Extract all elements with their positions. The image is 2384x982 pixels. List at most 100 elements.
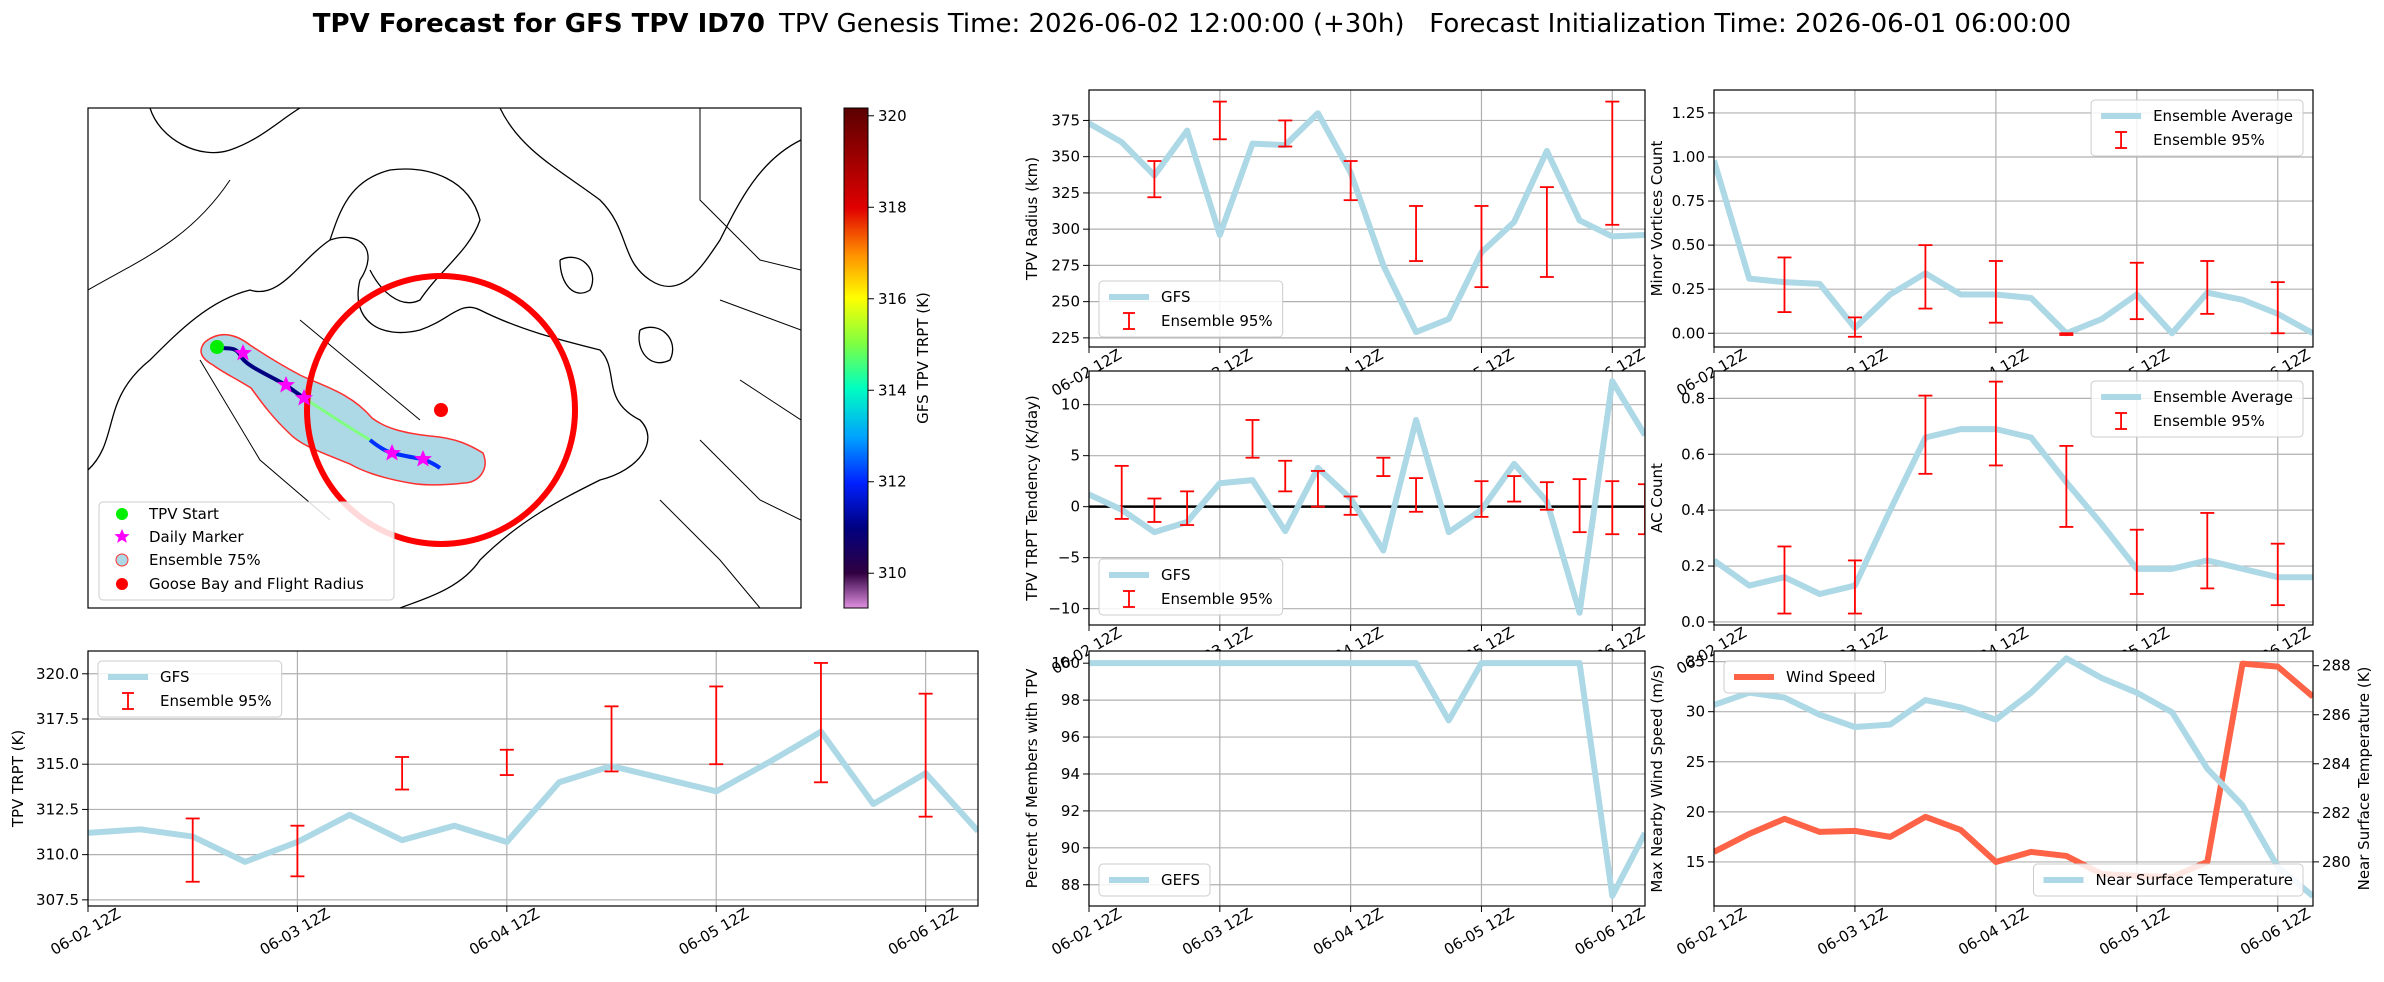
error-bar xyxy=(1605,480,1620,536)
colorbar-label: GFS TPV TRPT (K) xyxy=(914,292,932,424)
y-tick-label: 5 xyxy=(1070,447,1080,465)
y-tick-label: 25 xyxy=(1686,753,1705,771)
coast xyxy=(329,168,481,304)
legend-label: Ensemble 95% xyxy=(1161,312,1273,330)
error-bar xyxy=(2200,260,2215,315)
daily-marker xyxy=(295,389,313,406)
series-line xyxy=(1714,426,2313,597)
legend: Ensemble Average Ensemble 95% xyxy=(2090,380,2304,438)
legend-label: GFS xyxy=(1161,566,1191,584)
series-line xyxy=(88,728,978,865)
error-bar xyxy=(1539,481,1554,511)
error-bar xyxy=(1507,475,1522,503)
error-bar xyxy=(1409,477,1424,513)
colorbar-tick-label: 314 xyxy=(878,381,907,399)
y-tick-label: 307.5 xyxy=(36,891,79,909)
island xyxy=(638,326,674,364)
track xyxy=(303,396,371,442)
error-bar xyxy=(1376,456,1391,477)
error-bar xyxy=(1114,464,1129,520)
legend-label: GFS xyxy=(160,668,190,686)
x-tick-label: 06-02 12Z xyxy=(47,904,123,958)
x-tick-label: 06-04 12Z xyxy=(466,904,542,958)
legend-label: Near Surface Temperature xyxy=(2095,871,2293,889)
y-tick-label: −5 xyxy=(1058,549,1080,567)
y2-tick-label: 282 xyxy=(2322,804,2351,822)
error-bar xyxy=(709,685,724,766)
plot-frame xyxy=(1088,370,1646,626)
legend-label: GFS xyxy=(1161,288,1191,306)
error-bar xyxy=(1918,244,1933,310)
plot-content xyxy=(1089,660,1645,899)
x-tick-label: 06-06 12Z xyxy=(2237,904,2313,958)
error-bar xyxy=(2129,261,2144,321)
y-axis-label: AC Count xyxy=(1648,463,1666,533)
error-bar xyxy=(1847,559,1862,615)
series-line xyxy=(1089,378,1645,616)
y-tick-label: 1.00 xyxy=(1672,148,1705,166)
error-bar xyxy=(290,824,305,878)
error-bar xyxy=(2200,512,2215,590)
y-tick-label: −10 xyxy=(1048,600,1080,618)
tpv-start xyxy=(210,340,224,354)
series-line xyxy=(1089,660,1645,899)
y-axis-label: TPV Radius (km) xyxy=(1023,157,1041,281)
legend-label: Ensemble 95% xyxy=(1161,590,1273,608)
coast xyxy=(149,108,301,154)
y-tick-label: 0 xyxy=(1070,498,1080,516)
error-bar xyxy=(395,756,410,791)
y-tick-label: 1.25 xyxy=(1672,104,1705,122)
series-line xyxy=(1089,110,1645,336)
error-bar xyxy=(1918,394,1933,475)
y-tick-label: 0.8 xyxy=(1681,389,1705,407)
error-bar xyxy=(185,817,200,883)
borders xyxy=(88,179,421,521)
colorbar-tick-label: 318 xyxy=(878,198,907,216)
legend-box xyxy=(1723,660,1886,694)
series-line xyxy=(1714,655,2313,899)
coast xyxy=(88,236,649,608)
error-bar xyxy=(1777,256,1792,313)
y-tick-label: 0.25 xyxy=(1672,280,1705,298)
y-tick-label: 0.75 xyxy=(1672,192,1705,210)
legend-box xyxy=(2090,380,2304,438)
colorbar-tick-label: 310 xyxy=(878,564,907,582)
legend-label: GEFS xyxy=(1161,871,1200,889)
colorbar xyxy=(843,107,869,609)
error-bar xyxy=(1847,316,1862,338)
x-tick-label: 06-06 12Z xyxy=(885,904,961,958)
y-tick-label: 315.0 xyxy=(36,755,79,773)
series-line xyxy=(1714,159,2313,337)
y-tick-label: 0.6 xyxy=(1681,445,1705,463)
y-tick-label: 275 xyxy=(1051,256,1080,274)
series-line xyxy=(1714,660,2313,880)
ensemble-75 xyxy=(200,334,486,486)
plot-content xyxy=(1714,655,2313,899)
error-bar xyxy=(604,705,619,773)
coast xyxy=(499,108,801,287)
legend-label: Ensemble 95% xyxy=(2153,131,2265,149)
plot-frame xyxy=(1088,89,1646,348)
coastlines xyxy=(88,108,801,608)
plot-frame xyxy=(1713,89,2314,348)
error-bar xyxy=(1278,119,1293,148)
y-tick-label: 0.4 xyxy=(1681,501,1705,519)
error-bar xyxy=(1988,380,2003,467)
error-bar xyxy=(2270,542,2285,607)
legend-box xyxy=(98,501,395,601)
y-axis-label: TPV TRPT Tendency (K/day) xyxy=(1023,395,1041,601)
y-tick-label: 100 xyxy=(1051,654,1080,672)
y-tick-label: 88 xyxy=(1061,876,1080,894)
legend-marker xyxy=(115,553,129,567)
y-tick-label: 90 xyxy=(1061,839,1080,857)
legend-box xyxy=(2032,863,2304,897)
y-axis-label: Max Nearby Wind Speed (m/s) xyxy=(1648,664,1666,892)
y-tick-label: 15 xyxy=(1686,853,1705,871)
y-tick-label: 10 xyxy=(1061,396,1080,414)
borders xyxy=(659,108,801,608)
legend-marker xyxy=(114,529,130,543)
map: TPV Start Daily Marker Ensemble 75% Goos… xyxy=(87,107,802,609)
